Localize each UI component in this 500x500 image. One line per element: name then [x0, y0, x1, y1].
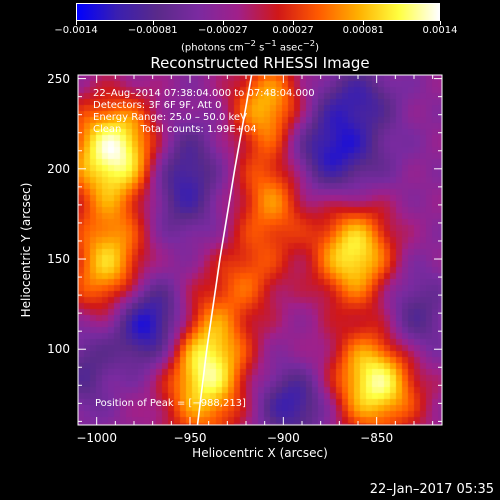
- colorbar-tick-mark: [363, 21, 365, 25]
- annotation-detectors: Detectors: 3F 6F 9F, Att 0: [93, 100, 222, 111]
- peak-position-label: Position of Peak = [−988,213]: [95, 398, 246, 409]
- colorbar-tick-labels: −0.0014 −0.00081 −0.00027 0.00027 0.00081 0.0…: [54, 25, 457, 39]
- colorbar-tick-label: 0.00081: [342, 25, 384, 36]
- colorbar-tick-label: −0.00081: [127, 25, 178, 36]
- x-tick-label: −1000: [76, 431, 117, 445]
- colorbar: [76, 3, 440, 21]
- x-tick-label: −950: [173, 431, 207, 445]
- y-tick-label: 150: [47, 252, 70, 267]
- axis-ticks: [77, 75, 442, 425]
- colorbar-units: (photons cm−2 s−1 asec−2): [180, 38, 320, 54]
- colorbar-tick-mark: [222, 21, 224, 25]
- y-axis-label: Heliocentric Y (arcsec): [19, 182, 33, 318]
- x-tick-label: −850: [360, 431, 394, 445]
- y-tick-label: 200: [47, 161, 70, 176]
- colorbar-tick-mark: [293, 21, 295, 25]
- annotation-counts: Clean Total counts: 1.99E+04: [93, 124, 257, 135]
- colorbar-tick-label: −0.0014: [54, 25, 98, 36]
- x-tick-label: −900: [266, 431, 300, 445]
- solar-limb-line: [196, 74, 253, 426]
- heatmap-image: [78, 75, 442, 425]
- colorbar-tick-marks: [76, 21, 441, 25]
- plot-frame: [77, 74, 443, 426]
- annotation-energy-range: Energy Range: 25.0 – 50.0 keV: [93, 112, 247, 123]
- colorbar-tick-label: 0.00027: [272, 25, 314, 36]
- annotation-time-range: 22–Aug–2014 07:38:04.000 to 07:48:04.000: [93, 88, 315, 99]
- generation-date: 22–Jan–2017 05:35: [369, 482, 494, 497]
- colorbar-tick-mark: [440, 21, 441, 25]
- chart-title: Reconstructed RHESSI Image: [150, 54, 370, 72]
- y-tick-label: 250: [47, 71, 70, 86]
- colorbar-gradient: [77, 4, 439, 20]
- colorbar-tick-label: −0.00027: [198, 25, 248, 36]
- colorbar-tick-mark: [76, 21, 77, 25]
- y-tick-labels: 100 150 200 250: [0, 0, 76, 500]
- colorbar-tick-mark: [152, 21, 154, 25]
- x-axis-label: Heliocentric X (arcsec): [192, 446, 328, 460]
- x-tick-labels: −1000 −950 −900 −850: [0, 431, 500, 447]
- y-tick-label: 100: [47, 342, 70, 357]
- annotation-block: 22–Aug–2014 07:38:04.000 to 07:48:04.000…: [93, 88, 315, 136]
- colorbar-tick-label: 0.0014: [422, 25, 458, 36]
